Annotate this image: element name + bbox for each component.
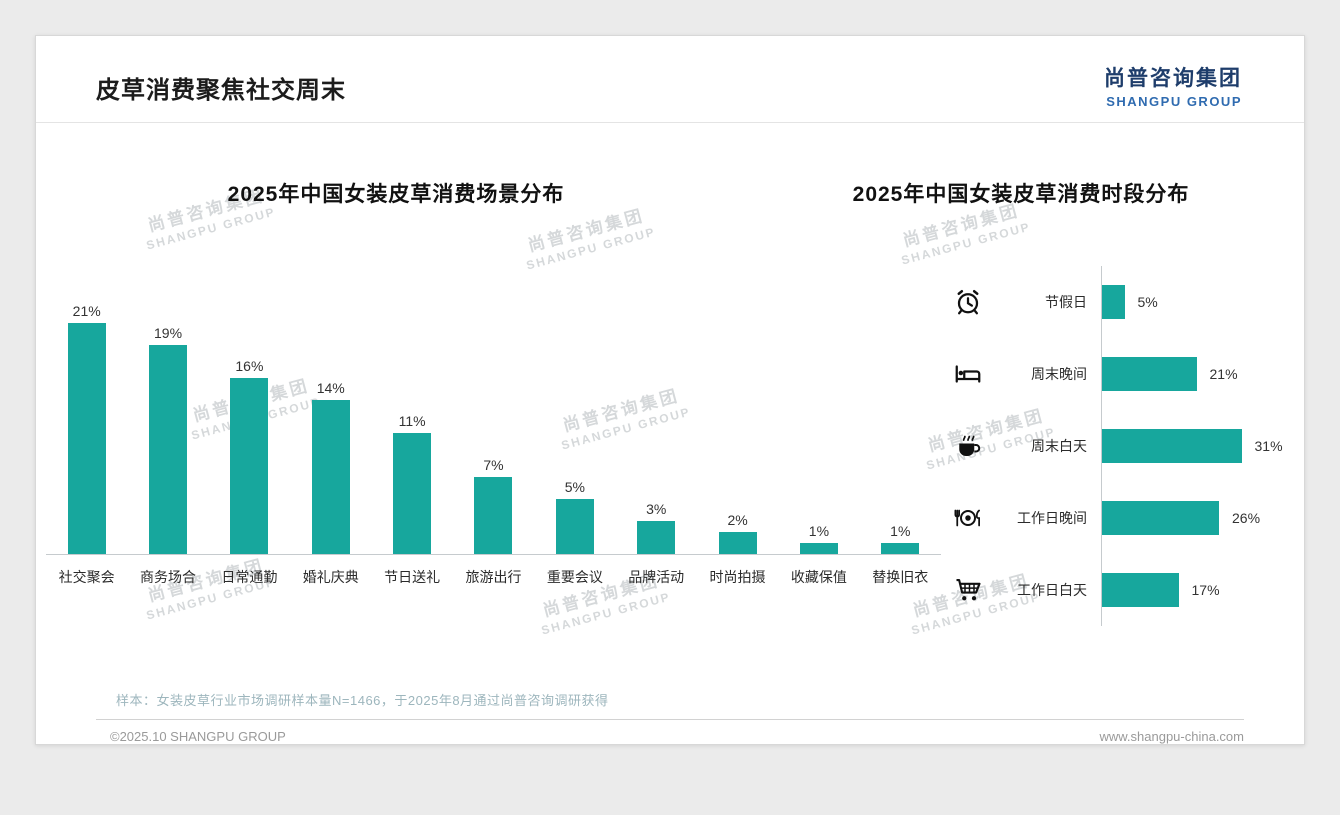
bar [1102,285,1125,319]
time-category-label: 周末晚间 [1031,366,1087,382]
time-distribution-chart: 2025年中国女装皮草消费时段分布 节假日 5% 周末晚间 21% 周末白天 31% 工作日… [853,123,1294,626]
chart-title-time: 2025年中国女装皮草消费时段分布 [852,183,1190,206]
alarm-clock-icon [953,287,997,317]
bar [393,433,432,554]
time-category-label: 工作日晚间 [1017,510,1087,526]
bar [67,323,106,554]
header: 皮草消费聚焦社交周末 尚普咨询集团 SHANGPU GROUP [36,36,1304,123]
bar-column: 7% [453,457,534,554]
bar-column: 21% [46,303,127,554]
bar [1102,573,1179,607]
bar [881,543,920,554]
time-category-label: 节假日 [1045,294,1087,310]
shopping-cart-icon [953,575,997,605]
bar-value-label: 17% [1191,582,1220,598]
category-label: 重要会议 [546,569,603,585]
website-text: www.shangpu-china.com [1099,729,1244,744]
category-label: 婚礼庆典 [302,569,359,585]
bar-column: 1% [860,523,941,554]
category-label: 商务场合 [140,569,197,585]
bar [637,521,676,554]
chart-title-scene: 2025年中国女装皮草消费场景分布 [227,183,565,206]
time-bar-row: 节假日 5% [941,266,1294,338]
category-axis-labels: 社交聚会 商务场合 日常通勤 婚礼庆典 节日送礼 旅游出行 重要会议 品牌活动 时尚拍摄 收藏保值… [46,567,941,587]
bar-column: 16% [209,358,290,554]
bar-value-label: 19% [154,325,183,341]
bar-value-label: 1% [890,523,911,539]
sample-note: 样本：女装皮草行业市场调研样本量N=1466，于2025年8月通过尚普咨询调研获… [116,693,609,708]
bar [1102,429,1242,463]
category-label: 品牌活动 [628,569,685,585]
slide-card: 尚普咨询集团 SHANGPU GROUP 尚普咨询集团 SHANGPU GROUP 尚普… [35,35,1305,745]
bar [311,400,350,554]
copyright-text: ©2025.10 SHANGPU GROUP [110,729,286,744]
bar-value-label: 26% [1232,510,1261,526]
footer-bar: ©2025.10 SHANGPU GROUP www.shangpu-china… [96,719,1244,744]
category-label: 替换旧衣 [872,569,929,585]
horizontal-bar-plot: 节假日 5% 周末晚间 21% 周末白天 31% 工作日晚间 26% 工作日白天 17% [941,266,1294,626]
bar-column: 14% [290,380,371,554]
bar-value-label: 16% [235,358,264,374]
bar [1102,357,1197,391]
dining-icon [953,503,997,533]
bar-track: 17% [1101,554,1294,626]
bar [474,477,513,554]
bar-value-label: 31% [1254,438,1283,454]
bar-value-label: 1% [808,523,830,539]
bar-track: 5% [1101,266,1294,338]
bar-value-label: 2% [727,512,748,528]
time-bar-row: 周末白天 31% [941,410,1294,482]
bar-track: 31% [1101,410,1294,482]
category-label: 社交聚会 [58,569,115,585]
time-category-label: 周末白天 [1031,438,1087,454]
bar-value-label: 5% [1137,294,1158,310]
scene-distribution-chart: 2025年中国女装皮草消费场景分布 21% 19% 16% 14% 11% 7% 5% 3% 2… [46,123,941,626]
page-title: 皮草消费聚焦社交周末 [96,77,346,104]
category-label: 旅游出行 [465,569,522,585]
bar-value-label: 14% [316,380,345,396]
bar-column: 19% [127,325,208,554]
company-logo: 尚普咨询集团 SHANGPU GROUP [1104,62,1242,109]
bar-column: 1% [778,523,859,554]
bar-value-label: 3% [646,501,667,517]
bar [799,543,838,554]
category-label: 节日送礼 [384,569,441,585]
bar-value-label: 5% [564,479,585,495]
bed-icon [953,359,997,389]
bar [718,532,757,554]
time-category-label: 工作日白天 [1017,582,1087,598]
slide-content: 皮草消费聚焦社交周末 尚普咨询集团 SHANGPU GROUP 2025年中国女… [36,36,1304,744]
bar-value-label: 21% [1209,366,1238,382]
logo-text-cn: 尚普咨询集团 [1104,67,1242,90]
coffee-icon [953,431,997,461]
category-label: 收藏保值 [790,569,847,585]
charts-row: 2025年中国女装皮草消费场景分布 21% 19% 16% 14% 11% 7% 5% 3% 2… [36,123,1304,626]
bar-column: 5% [534,479,615,554]
bar-column: 2% [697,512,778,554]
bar [230,378,269,554]
category-label: 时尚拍摄 [709,569,766,585]
bar-value-label: 11% [398,413,426,429]
bar-column: 11% [371,413,452,554]
time-bar-row: 工作日白天 17% [941,554,1294,626]
bar-column: 3% [616,501,697,554]
bar [1102,501,1219,535]
time-bar-row: 工作日晚间 26% [941,482,1294,554]
bar-track: 21% [1101,338,1294,410]
logo-text-en: SHANGPU GROUP [1106,94,1242,109]
bar-value-label: 7% [483,457,504,473]
category-label: 日常通勤 [221,569,278,585]
bar [149,345,188,554]
bar-value-label: 21% [72,303,101,319]
bar-track: 26% [1101,482,1294,554]
bar [555,499,594,554]
vertical-bar-plot: 21% 19% 16% 14% 11% 7% 5% 3% 2% 1% 1% [46,295,941,555]
time-bar-row: 周末晚间 21% [941,338,1294,410]
